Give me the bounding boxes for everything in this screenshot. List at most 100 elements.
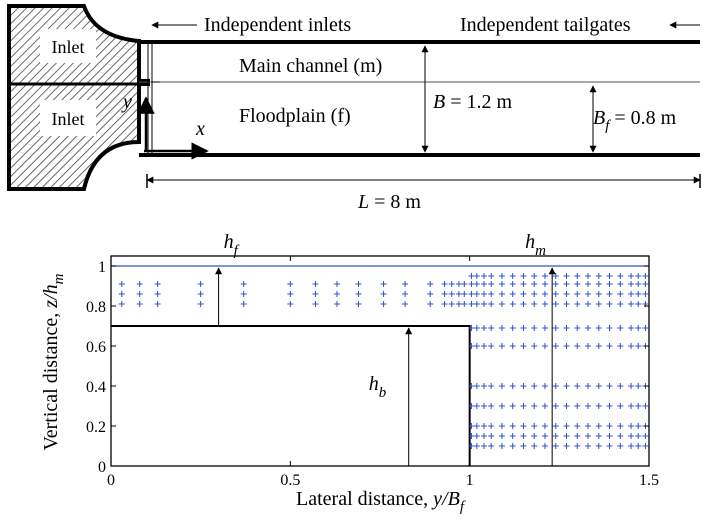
measurement-point bbox=[574, 443, 581, 449]
measurement-point bbox=[509, 423, 516, 429]
measurement-point bbox=[488, 301, 495, 307]
measurement-point bbox=[154, 301, 161, 307]
measurement-point bbox=[481, 403, 488, 409]
measurement-point bbox=[498, 443, 505, 449]
measurement-point bbox=[595, 343, 602, 349]
measurement-point bbox=[520, 281, 527, 287]
x-tick-label: 1 bbox=[466, 472, 474, 489]
x-axis-title: Lateral distance, y/Bf bbox=[296, 488, 466, 515]
depth-label-hf: hf bbox=[224, 231, 240, 259]
measurement-point bbox=[468, 301, 475, 307]
measurement-point bbox=[595, 291, 602, 297]
measurement-point bbox=[541, 403, 548, 409]
measurement-point bbox=[541, 383, 548, 389]
measurement-point bbox=[595, 273, 602, 279]
measurement-point bbox=[574, 325, 581, 331]
measurement-point bbox=[498, 403, 505, 409]
y-tick-label: 0.6 bbox=[86, 339, 106, 356]
measurement-point bbox=[498, 301, 505, 307]
measurement-point bbox=[380, 291, 387, 297]
measurement-point bbox=[481, 433, 488, 439]
measurement-point bbox=[118, 291, 125, 297]
inlet-label-box-bottom bbox=[40, 100, 96, 136]
measurement-point bbox=[531, 273, 538, 279]
measurement-point bbox=[595, 383, 602, 389]
measurement-point bbox=[563, 423, 570, 429]
y-tick-label: 0.8 bbox=[86, 299, 106, 316]
measurement-point bbox=[585, 325, 592, 331]
measurement-point bbox=[541, 281, 548, 287]
x-tick-label: 1.5 bbox=[639, 472, 659, 489]
measurement-point bbox=[448, 281, 455, 287]
measurement-point bbox=[427, 291, 434, 297]
measurement-point bbox=[617, 281, 624, 287]
measurement-point bbox=[509, 443, 516, 449]
measurement-point bbox=[574, 343, 581, 349]
main-channel-label: Main channel (m) bbox=[239, 55, 382, 77]
measurement-point bbox=[312, 301, 319, 307]
measurement-point bbox=[531, 281, 538, 287]
measurement-point bbox=[498, 433, 505, 439]
measurement-point bbox=[498, 281, 505, 287]
measurement-point bbox=[585, 301, 592, 307]
measurement-point bbox=[520, 433, 527, 439]
measurement-point bbox=[541, 423, 548, 429]
measurement-point bbox=[473, 281, 480, 287]
measurement-point bbox=[509, 403, 516, 409]
measurement-point bbox=[563, 273, 570, 279]
measurement-point bbox=[552, 301, 559, 307]
measurement-point bbox=[240, 301, 247, 307]
measurement-point bbox=[468, 403, 475, 409]
measurement-point bbox=[617, 325, 624, 331]
measurement-point bbox=[574, 403, 581, 409]
measurement-point bbox=[531, 423, 538, 429]
measurement-point bbox=[520, 301, 527, 307]
measurement-point bbox=[628, 423, 635, 429]
measurement-point bbox=[585, 291, 592, 297]
measurement-point bbox=[642, 403, 649, 409]
measurement-point bbox=[642, 281, 649, 287]
measurement-point bbox=[154, 291, 161, 297]
measurement-point bbox=[531, 443, 538, 449]
measurement-point bbox=[380, 301, 387, 307]
measurement-point bbox=[473, 343, 480, 349]
measurement-point bbox=[563, 281, 570, 287]
measurement-point bbox=[427, 301, 434, 307]
measurement-point bbox=[642, 325, 649, 331]
measurement-point bbox=[563, 383, 570, 389]
tailgates-callout: Independent tailgates bbox=[460, 14, 700, 36]
y-axis-title: Vertical distance, z/hm bbox=[40, 273, 67, 450]
y-symbol: y bbox=[121, 91, 132, 113]
measurement-point bbox=[563, 343, 570, 349]
measurement-point bbox=[635, 291, 642, 297]
measurement-point bbox=[481, 343, 488, 349]
measurement-point bbox=[197, 301, 204, 307]
measurement-point bbox=[488, 433, 495, 439]
measurement-point bbox=[552, 423, 559, 429]
inlet-block: Inlet Inlet bbox=[7, 3, 150, 191]
measurement-point bbox=[635, 273, 642, 279]
measurement-point bbox=[595, 423, 602, 429]
measurement-point bbox=[541, 291, 548, 297]
measurement-point bbox=[606, 443, 613, 449]
measurement-point bbox=[488, 281, 495, 287]
measurement-point bbox=[481, 443, 488, 449]
measurement-point bbox=[574, 281, 581, 287]
measurement-point bbox=[481, 281, 488, 287]
measurement-point bbox=[585, 403, 592, 409]
Bf-label: Bf = 0.8 m bbox=[593, 107, 677, 134]
measurement-point bbox=[509, 281, 516, 287]
measurement-point bbox=[635, 403, 642, 409]
measurement-point bbox=[628, 273, 635, 279]
measurement-point bbox=[355, 291, 362, 297]
measurement-point bbox=[509, 383, 516, 389]
measurement-point bbox=[461, 291, 468, 297]
measurement-point bbox=[488, 443, 495, 449]
measurement-point bbox=[118, 301, 125, 307]
measurement-point bbox=[606, 423, 613, 429]
measurement-point bbox=[473, 301, 480, 307]
measurement-point bbox=[531, 291, 538, 297]
measurement-point bbox=[488, 291, 495, 297]
measurement-point bbox=[402, 301, 409, 307]
